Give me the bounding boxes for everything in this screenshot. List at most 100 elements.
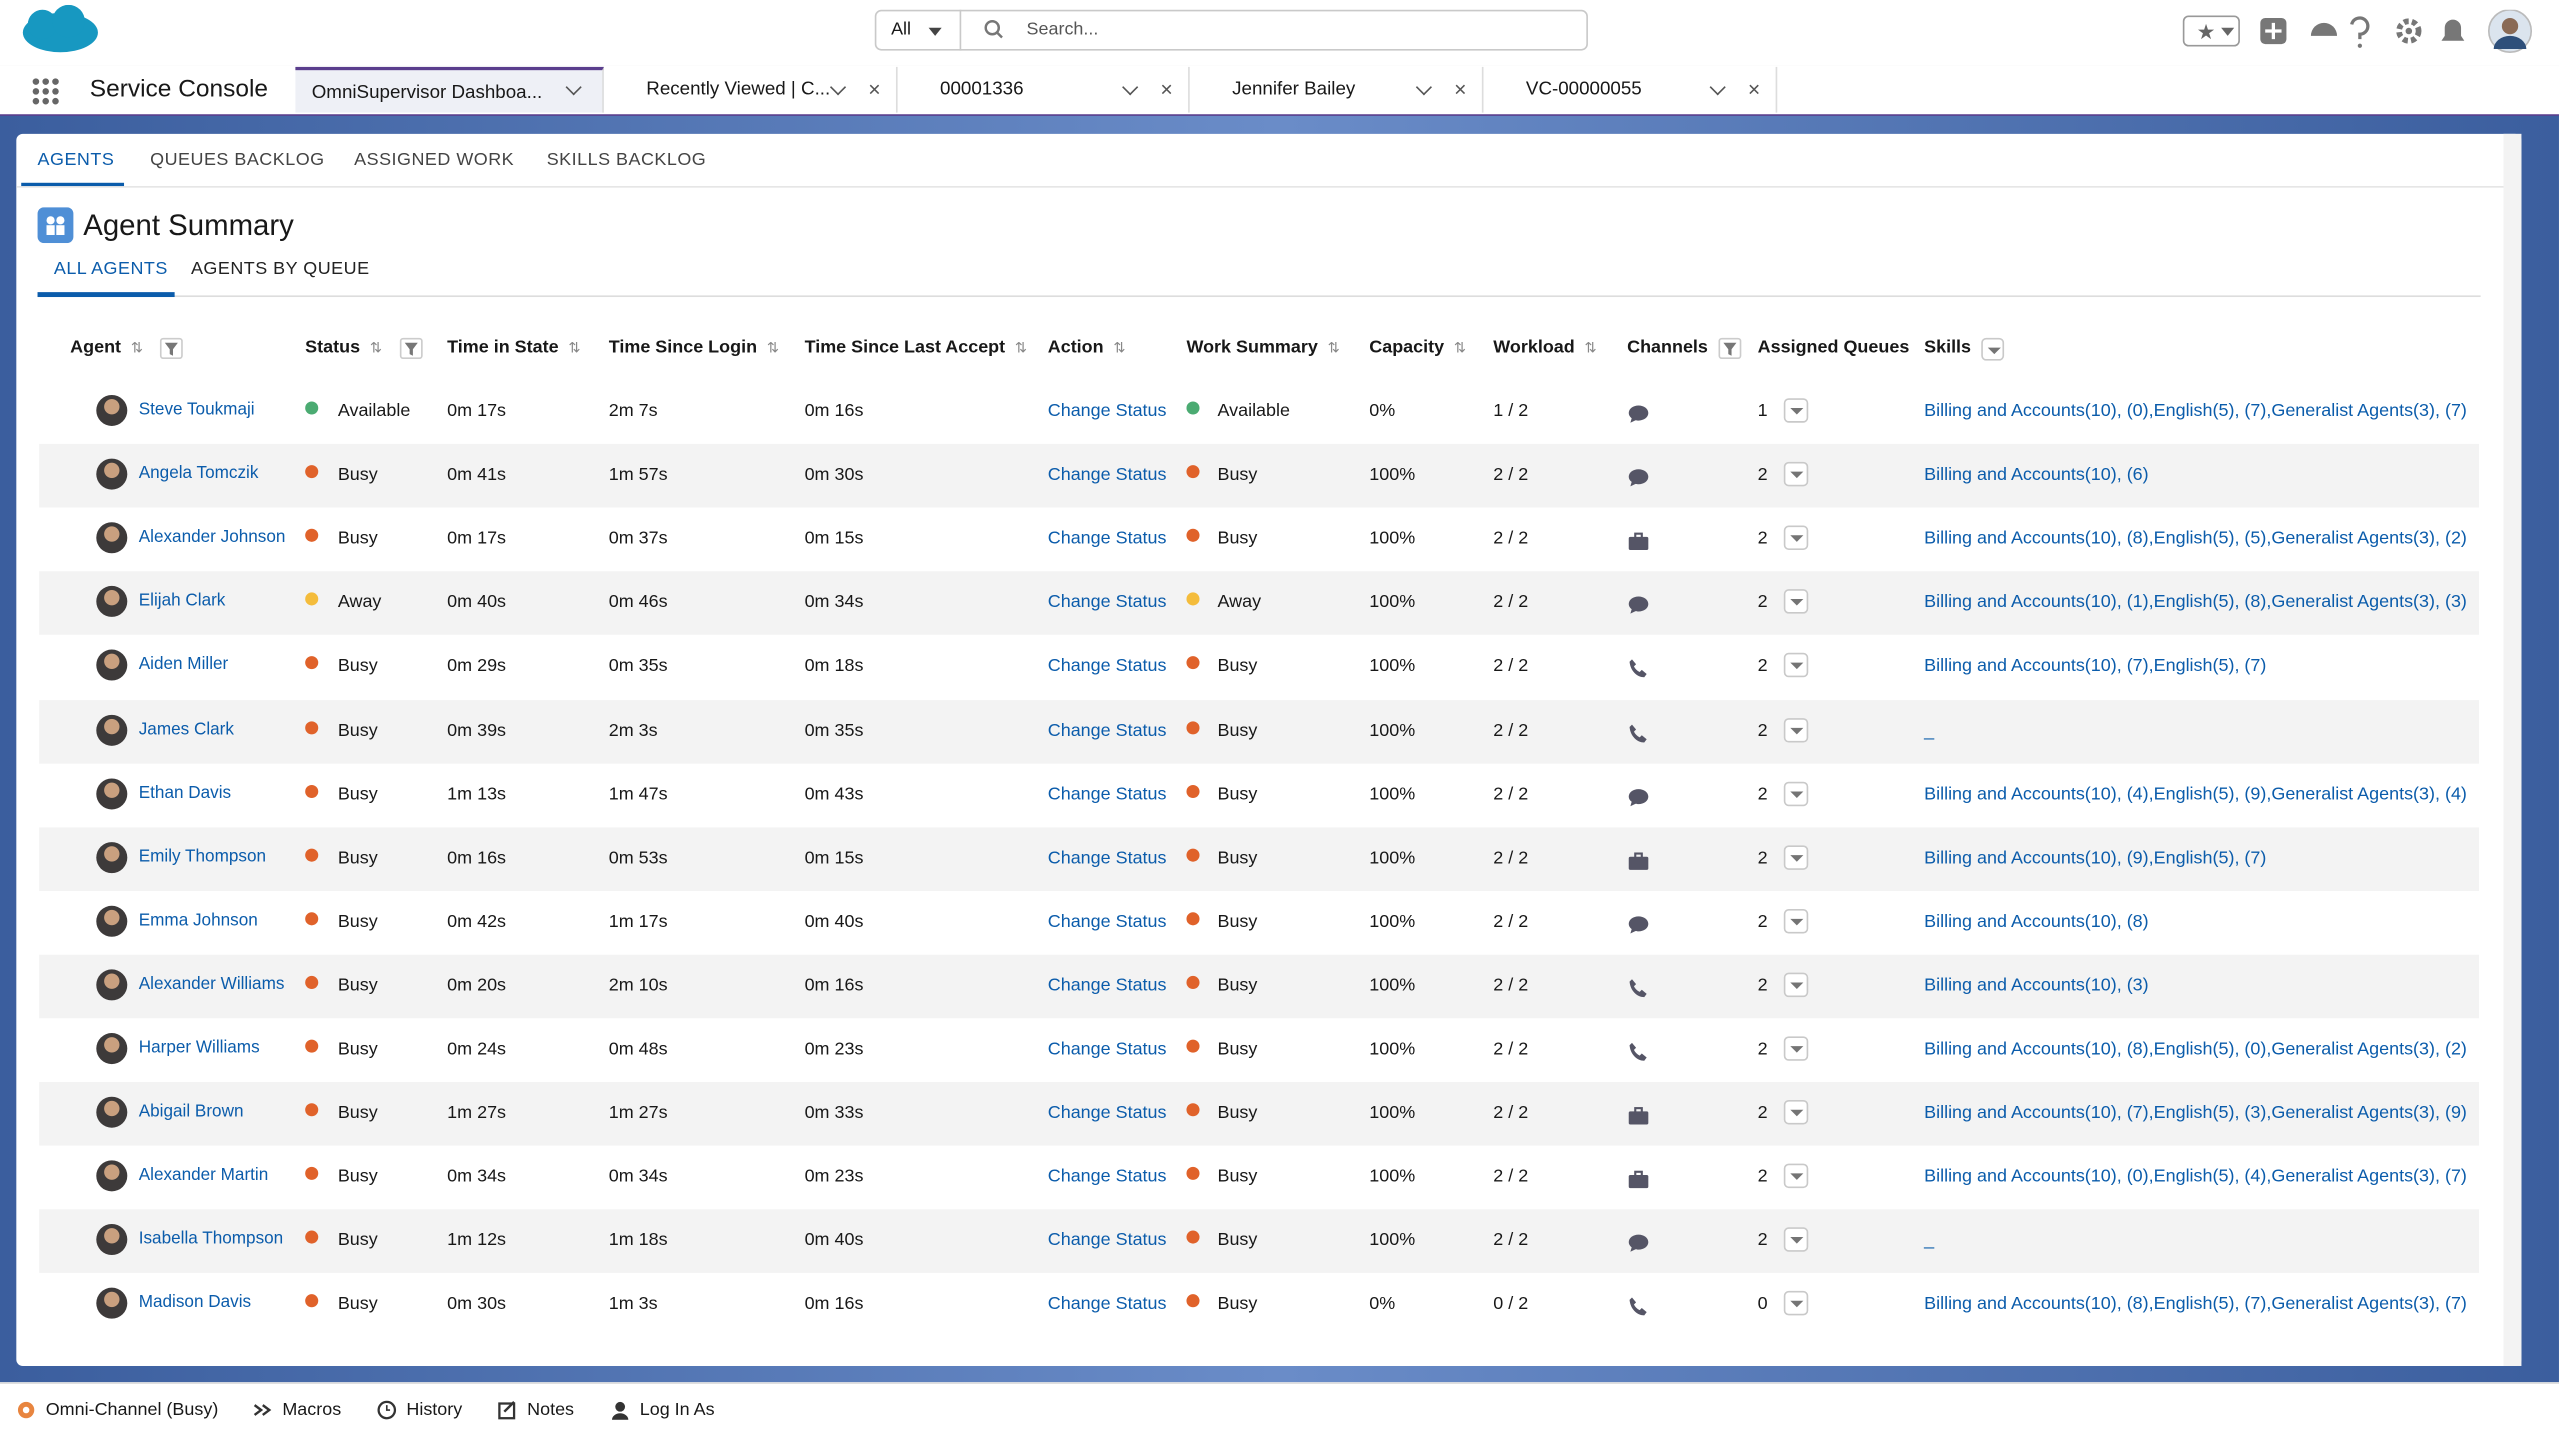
- agent-name[interactable]: Abigail Brown: [138, 1101, 244, 1122]
- queue-menu[interactable]: [1783, 462, 1809, 487]
- workspace-tab[interactable]: Recently Viewed | C...: [604, 66, 898, 113]
- utility-icon[interactable]: [498, 1400, 518, 1424]
- subtab[interactable]: SKILLS BACKLOG: [546, 150, 707, 170]
- change-status[interactable]: Change Status: [1047, 592, 1167, 613]
- column-header[interactable]: Status: [305, 337, 361, 358]
- queue-menu[interactable]: [1783, 972, 1809, 997]
- queue-menu[interactable]: [1783, 1036, 1809, 1061]
- header-icons[interactable]: ★: [2180, 9, 2539, 56]
- column-header[interactable]: Action: [1047, 337, 1104, 358]
- tab-close[interactable]: ×: [1454, 76, 1467, 102]
- view-tab[interactable]: ALL AGENTS: [53, 259, 168, 280]
- queue-menu[interactable]: [1783, 1227, 1809, 1253]
- utility-item[interactable]: Macros: [282, 1400, 342, 1420]
- tab-close[interactable]: ×: [868, 76, 881, 102]
- filter-icon[interactable]: [1717, 337, 1741, 360]
- workspace-tab[interactable]: OmniSupervisor Dashboa...: [295, 66, 604, 113]
- agent-name[interactable]: Ethan Davis: [138, 782, 232, 803]
- column-header[interactable]: Workload: [1493, 337, 1575, 358]
- sort-icon[interactable]: ⇅: [1014, 339, 1028, 356]
- queue-menu[interactable]: [1783, 844, 1809, 870]
- view-tab[interactable]: AGENTS BY QUEUE: [190, 259, 370, 280]
- agent-name[interactable]: Harper Williams: [138, 1037, 260, 1058]
- skills[interactable]: Billing and Accounts(10), (8),English(5)…: [1924, 1294, 2467, 1315]
- skills[interactable]: Billing and Accounts(10), (0),English(5)…: [1924, 401, 2467, 422]
- queue-menu[interactable]: [1783, 781, 1809, 806]
- queue-menu[interactable]: [1783, 1100, 1809, 1125]
- skills[interactable]: Billing and Accounts(10), (7),English(5)…: [1924, 656, 2267, 677]
- column-header[interactable]: Channels: [1627, 337, 1708, 358]
- queue-menu[interactable]: [1783, 653, 1809, 678]
- workspace-tab[interactable]: VC-00000055: [1483, 66, 1778, 113]
- skills[interactable]: Billing and Accounts(10), (1),English(5)…: [1924, 592, 2467, 613]
- subtab[interactable]: QUEUES BACKLOG: [150, 150, 325, 170]
- queue-menu[interactable]: [1783, 1163, 1809, 1189]
- change-status[interactable]: Change Status: [1047, 848, 1167, 868]
- skills[interactable]: Billing and Accounts(10), (8),English(5)…: [1924, 1039, 2467, 1060]
- change-status[interactable]: Change Status: [1047, 1167, 1167, 1187]
- column-header[interactable]: Work Summary: [1186, 337, 1318, 358]
- skills[interactable]: Billing and Accounts(10), (0),English(5)…: [1924, 1167, 2467, 1187]
- utility-item[interactable]: Log In As: [639, 1400, 715, 1420]
- sort-icon[interactable]: ⇅: [568, 339, 581, 356]
- queue-menu[interactable]: [1783, 1291, 1809, 1317]
- change-status[interactable]: Change Status: [1047, 529, 1167, 549]
- workspace-tab[interactable]: Jennifer Bailey: [1190, 66, 1484, 113]
- sort-icon[interactable]: ⇅: [1113, 339, 1126, 356]
- sort-icon[interactable]: ⇅: [130, 339, 144, 356]
- queue-menu[interactable]: [1783, 589, 1809, 615]
- column-header[interactable]: Time Since Last Accept: [804, 337, 1006, 358]
- change-status[interactable]: Change Status: [1047, 656, 1167, 677]
- skills[interactable]: Billing and Accounts(10), (3): [1924, 975, 2149, 996]
- agent-name[interactable]: Emma Johnson: [138, 910, 258, 930]
- workspace-tab[interactable]: 00001336: [898, 66, 1190, 113]
- queue-menu[interactable]: [1783, 717, 1809, 742]
- column-header[interactable]: Agent: [70, 337, 122, 358]
- agent-name[interactable]: Aiden Miller: [138, 655, 229, 675]
- skills[interactable]: Billing and Accounts(10), (8): [1924, 911, 2149, 932]
- change-status[interactable]: Change Status: [1047, 465, 1167, 485]
- skills[interactable]: Billing and Accounts(10), (7),English(5)…: [1924, 1103, 2467, 1123]
- change-status[interactable]: Change Status: [1047, 911, 1167, 932]
- skills[interactable]: Billing and Accounts(10), (8),English(5)…: [1924, 529, 2467, 549]
- skills[interactable]: Billing and Accounts(10), (6): [1924, 465, 2149, 485]
- change-status[interactable]: Change Status: [1047, 784, 1167, 804]
- queue-menu[interactable]: [1783, 525, 1809, 551]
- column-header[interactable]: Time in State: [447, 337, 559, 358]
- sort-icon[interactable]: ⇅: [369, 339, 383, 356]
- agent-name[interactable]: Emily Thompson: [138, 846, 267, 867]
- utility-icon[interactable]: [377, 1400, 397, 1424]
- column-header[interactable]: Skills: [1924, 337, 1972, 358]
- skills[interactable]: Billing and Accounts(10), (4),English(5)…: [1924, 784, 2467, 804]
- search-scope[interactable]: All: [875, 9, 962, 51]
- subtab[interactable]: AGENTS: [37, 150, 115, 170]
- queue-menu[interactable]: [1783, 908, 1809, 934]
- subtab[interactable]: ASSIGNED WORK: [354, 150, 515, 170]
- agent-name[interactable]: Alexander Johnson: [138, 527, 286, 548]
- agent-name[interactable]: Alexander Williams: [138, 974, 285, 994]
- change-status[interactable]: Change Status: [1047, 1231, 1167, 1251]
- column-header[interactable]: Capacity: [1369, 337, 1445, 358]
- utility-item[interactable]: Omni-Channel (Busy): [45, 1400, 219, 1420]
- tab-close[interactable]: ×: [1747, 76, 1761, 102]
- sort-icon[interactable]: ⇅: [1453, 339, 1467, 356]
- utility-item[interactable]: Notes: [527, 1400, 575, 1420]
- agent-name[interactable]: Angela Tomczik: [138, 463, 259, 484]
- skills[interactable]: _: [1924, 720, 1935, 741]
- agent-name[interactable]: Alexander Martin: [138, 1165, 269, 1186]
- sort-icon[interactable]: ⇅: [1584, 339, 1597, 356]
- filter-icon[interactable]: [160, 337, 184, 360]
- change-status[interactable]: Change Status: [1047, 1103, 1167, 1123]
- column-header[interactable]: Assigned Queues: [1757, 337, 1910, 358]
- queue-menu[interactable]: [1783, 398, 1809, 423]
- sort-icon[interactable]: ⇅: [1327, 339, 1340, 356]
- skills[interactable]: Billing and Accounts(10), (9),English(5)…: [1924, 848, 2267, 868]
- column-header[interactable]: Time Since Login: [608, 337, 758, 358]
- change-status[interactable]: Change Status: [1047, 720, 1167, 741]
- utility-item[interactable]: History: [406, 1400, 463, 1420]
- search-box[interactable]: [874, 9, 1588, 51]
- app-launcher[interactable]: [31, 77, 60, 106]
- change-status[interactable]: Change Status: [1047, 1294, 1167, 1315]
- change-status[interactable]: Change Status: [1047, 975, 1167, 996]
- filter-icon[interactable]: [399, 337, 423, 360]
